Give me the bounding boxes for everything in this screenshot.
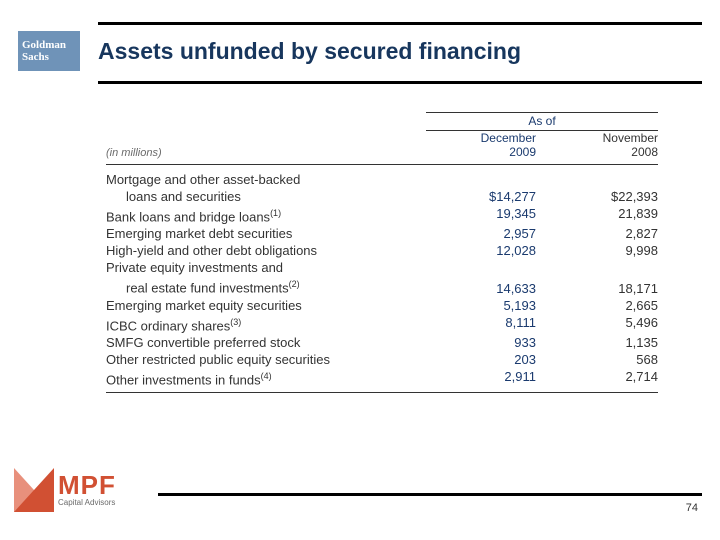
table-row: Emerging market debt securities 2,9572,82… — [106, 225, 658, 242]
row-label: Bank loans and bridge loans(1) — [106, 205, 426, 225]
page-title: Assets unfunded by secured financing — [98, 38, 521, 65]
column-headers: (in millions) December 2009 November 200… — [106, 131, 658, 162]
row-value-1: 203 — [426, 351, 536, 368]
mpf-triangle-dark — [14, 468, 54, 512]
row-value-2: 21,839 — [536, 205, 658, 225]
goldman-sachs-logo: Goldman Sachs — [18, 31, 80, 71]
table-row: SMFG convertible preferred stock 9331,135 — [106, 334, 658, 351]
row-value-2: 568 — [536, 351, 658, 368]
row-value-2: 1,135 — [536, 334, 658, 351]
row-label-line1: Other investments in funds(4) — [106, 368, 418, 388]
row-value-1: 8,111 — [426, 314, 536, 334]
units-label: (in millions) — [106, 147, 426, 159]
table-row: Mortgage and other asset-backedloans and… — [106, 171, 658, 205]
row-label: SMFG convertible preferred stock — [106, 334, 426, 351]
col1-month: December — [481, 131, 536, 145]
row-label-line1: High-yield and other debt obligations — [106, 242, 418, 259]
header-row: Goldman Sachs Assets unfunded by secured… — [0, 25, 702, 81]
table-row: Other restricted public equity securitie… — [106, 351, 658, 368]
row-value-1: $14,277 — [426, 188, 536, 205]
row-label-line1: ICBC ordinary shares(3) — [106, 314, 418, 334]
row-label: Emerging market equity securities — [106, 297, 426, 314]
row-label-line2: loans and securities — [106, 188, 418, 205]
row-value-1: 12,028 — [426, 242, 536, 259]
footnote-ref: (1) — [270, 208, 281, 218]
col1-year: 2009 — [509, 145, 536, 159]
row-label-line1: Mortgage and other asset-backed — [106, 171, 418, 188]
asof-row: As of — [106, 113, 658, 130]
col-header-1: December 2009 — [426, 131, 536, 159]
header-bottom-rule — [98, 81, 702, 84]
page-number: 74 — [686, 502, 698, 514]
row-value-1: 933 — [426, 334, 536, 351]
row-value-2: 9,998 — [536, 242, 658, 259]
gs-logo-line2: Sachs — [22, 51, 80, 63]
data-table: As of (in millions) December 2009 Novemb… — [106, 112, 658, 393]
row-label: Other restricted public equity securitie… — [106, 351, 426, 368]
row-label-line1: SMFG convertible preferred stock — [106, 334, 418, 351]
row-label-line1: Emerging market equity securities — [106, 297, 418, 314]
row-label: Private equity investments andreal estat… — [106, 259, 426, 296]
row-value-1: 14,633 — [426, 280, 536, 297]
row-label: Mortgage and other asset-backedloans and… — [106, 171, 426, 205]
row-value-2: 2,665 — [536, 297, 658, 314]
row-label: Other investments in funds(4) — [106, 368, 426, 388]
row-label: ICBC ordinary shares(3) — [106, 314, 426, 334]
footnote-ref: (2) — [289, 279, 300, 289]
row-value-2: 2,714 — [536, 368, 658, 388]
mpf-logo: MPF Capital Advisors — [14, 468, 150, 512]
mpf-subtext: Capital Advisors — [58, 498, 115, 507]
table-row: Bank loans and bridge loans(1) 19,34521,8… — [106, 205, 658, 225]
rows-container: Mortgage and other asset-backedloans and… — [106, 171, 658, 388]
row-label: Emerging market debt securities — [106, 225, 426, 242]
table-row: High-yield and other debt obligations 12,… — [106, 242, 658, 259]
header-region: Goldman Sachs Assets unfunded by secured… — [0, 22, 702, 84]
footer-rule — [158, 493, 702, 496]
row-label-line1: Other restricted public equity securitie… — [106, 351, 418, 368]
row-value-2: 2,827 — [536, 225, 658, 242]
row-label: High-yield and other debt obligations — [106, 242, 426, 259]
col2-month: November — [603, 131, 658, 145]
row-value-2: 5,496 — [536, 314, 658, 334]
row-value-1: 2,957 — [426, 225, 536, 242]
row-value-1: 2,911 — [426, 368, 536, 388]
row-label-line1: Emerging market debt securities — [106, 225, 418, 242]
col2-year: 2008 — [631, 145, 658, 159]
table-row: Other investments in funds(4) 2,9112,714 — [106, 368, 658, 388]
footnote-ref: (3) — [230, 317, 241, 327]
footnote-ref: (4) — [261, 371, 272, 381]
mpf-text: MPF — [58, 470, 116, 501]
row-label-line1: Bank loans and bridge loans(1) — [106, 205, 418, 225]
row-value-1: 19,345 — [426, 205, 536, 225]
row-value-2: 18,171 — [536, 280, 658, 297]
row-value-1: 5,193 — [426, 297, 536, 314]
row-label-line2: real estate fund investments(2) — [106, 276, 418, 296]
gs-logo-line1: Goldman — [22, 39, 80, 51]
row-label-line1: Private equity investments and — [106, 259, 418, 276]
table-row: Private equity investments andreal estat… — [106, 259, 658, 296]
table-row: Emerging market equity securities 5,1932,… — [106, 297, 658, 314]
table-end-rule — [106, 392, 658, 393]
table-row: ICBC ordinary shares(3) 8,1115,496 — [106, 314, 658, 334]
asof-label: As of — [426, 114, 658, 128]
row-value-2: $22,393 — [536, 188, 658, 205]
col-header-2: November 2008 — [536, 131, 658, 159]
